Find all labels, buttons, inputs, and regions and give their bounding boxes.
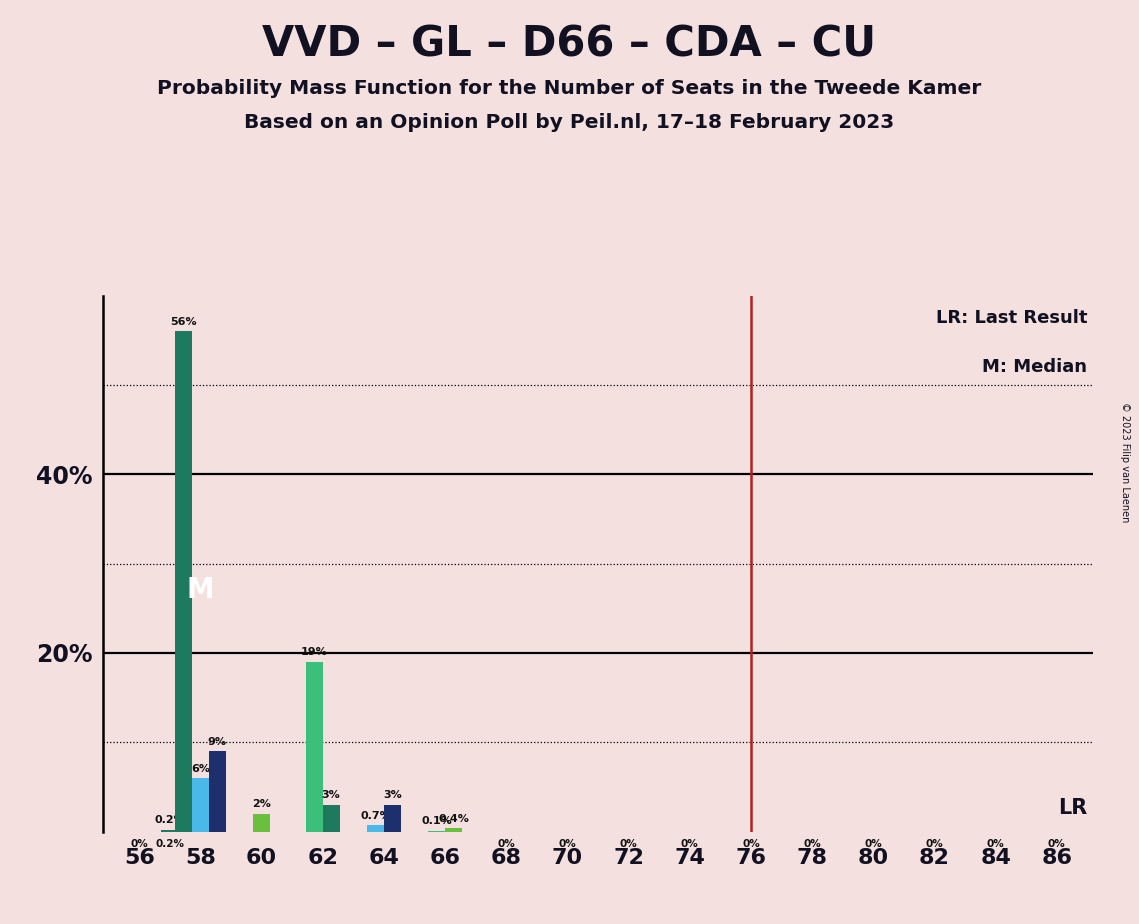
Text: 0.7%: 0.7% xyxy=(360,811,391,821)
Text: 0%: 0% xyxy=(803,839,821,849)
Bar xyxy=(306,662,322,832)
Text: M: M xyxy=(187,577,214,604)
Bar xyxy=(253,814,270,832)
Text: 0%: 0% xyxy=(865,839,882,849)
Text: 19%: 19% xyxy=(301,648,328,658)
Bar xyxy=(175,332,192,832)
Text: M: Median: M: Median xyxy=(982,359,1088,376)
Text: 0.2%: 0.2% xyxy=(155,839,185,849)
Text: 0%: 0% xyxy=(620,839,638,849)
Bar xyxy=(445,828,462,832)
Text: 0%: 0% xyxy=(498,839,515,849)
Text: 0%: 0% xyxy=(130,839,148,849)
Text: LR: LR xyxy=(1058,798,1088,819)
Text: 0.1%: 0.1% xyxy=(421,816,452,826)
Bar xyxy=(322,805,339,832)
Text: 9%: 9% xyxy=(207,736,227,747)
Bar xyxy=(162,830,178,832)
Text: 6%: 6% xyxy=(191,763,210,773)
Text: 0%: 0% xyxy=(741,839,760,849)
Bar xyxy=(208,751,226,832)
Text: Based on an Opinion Poll by Peil.nl, 17–18 February 2023: Based on an Opinion Poll by Peil.nl, 17–… xyxy=(245,113,894,132)
Text: 56%: 56% xyxy=(170,317,197,327)
Text: LR: Last Result: LR: Last Result xyxy=(936,310,1088,327)
Text: 0%: 0% xyxy=(926,839,943,849)
Text: 0%: 0% xyxy=(558,839,576,849)
Text: 0.4%: 0.4% xyxy=(439,813,469,823)
Text: 0%: 0% xyxy=(1048,839,1066,849)
Text: 0.2%: 0.2% xyxy=(155,815,186,825)
Text: © 2023 Filip van Laenen: © 2023 Filip van Laenen xyxy=(1121,402,1130,522)
Text: VVD – GL – D66 – CDA – CU: VVD – GL – D66 – CDA – CU xyxy=(262,23,877,65)
Text: 3%: 3% xyxy=(321,790,341,800)
Text: 0%: 0% xyxy=(986,839,1005,849)
Bar xyxy=(192,778,208,832)
Text: Probability Mass Function for the Number of Seats in the Tweede Kamer: Probability Mass Function for the Number… xyxy=(157,79,982,98)
Text: 0%: 0% xyxy=(681,839,698,849)
Bar xyxy=(384,805,401,832)
Text: 3%: 3% xyxy=(383,790,402,800)
Text: 2%: 2% xyxy=(252,799,271,809)
Bar xyxy=(367,825,384,832)
